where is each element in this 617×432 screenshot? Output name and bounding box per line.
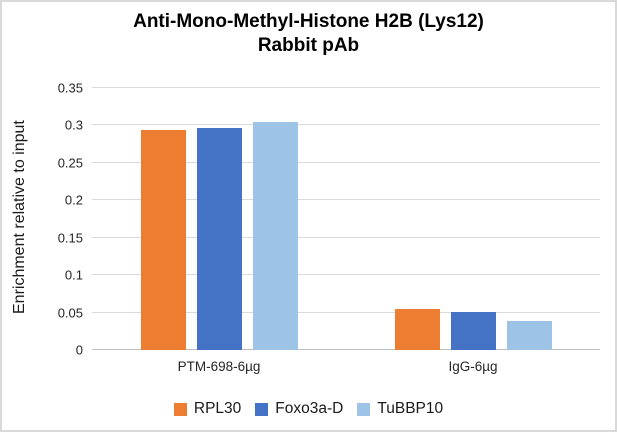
y-axis-title: Enrichment relative to input <box>11 120 28 314</box>
bar-TuBBP10-PTM-698-6µg <box>252 121 298 350</box>
legend-label: Foxo3a-D <box>275 400 344 417</box>
gridline <box>92 274 600 276</box>
legend-item-RPL30: RPL30 <box>173 400 242 418</box>
y-tick-label: 0 <box>75 342 83 358</box>
category-label: PTM-698-6µg <box>177 359 261 374</box>
legend-label: TuBBP10 <box>377 400 444 417</box>
bar-Foxo3a-D-IgG-6µg <box>450 311 496 350</box>
bar-RPL30-IgG-6µg <box>394 308 440 350</box>
bar-RPL30-PTM-698-6µg <box>140 129 186 350</box>
gridline <box>92 311 600 313</box>
y-tick-label: 0.15 <box>57 230 83 246</box>
legend-swatch-icon <box>173 402 187 416</box>
gridline <box>92 161 600 163</box>
bar-TuBBP10-IgG-6µg <box>506 320 552 350</box>
legend: RPL30 Foxo3a-D TuBBP10 <box>2 400 615 418</box>
gridline <box>92 87 600 88</box>
bar-Foxo3a-D-PTM-698-6µg <box>196 127 242 350</box>
category-label: IgG-6µg <box>448 359 498 374</box>
y-tick-label: 0.1 <box>64 267 83 283</box>
x-axis-line <box>92 349 600 350</box>
y-tick-label: 0.25 <box>57 155 83 171</box>
y-tick-label: 0.05 <box>57 305 83 321</box>
legend-swatch-icon <box>357 402 371 416</box>
chart-title: Anti-Mono-Methyl-Histone H2B (Lys12) Rab… <box>2 10 615 58</box>
legend-label: RPL30 <box>193 400 242 417</box>
plot-area: 0.35 0.3 0.25 0.2 0.15 0.1 0.05 0 PTM-698-6µg IgG… <box>58 81 600 374</box>
y-tick-label: 0.2 <box>64 192 83 208</box>
chart-title-line2: Rabbit pAb <box>257 35 360 56</box>
y-tick-label: 0.35 <box>57 80 83 96</box>
legend-item-TuBBP10: TuBBP10 <box>357 400 443 418</box>
gridline <box>92 236 600 238</box>
chart-title-line1: Anti-Mono-Methyl-Histone H2B (Lys12) <box>133 11 484 32</box>
legend-item-Foxo3a-D: Foxo3a-D <box>255 400 343 418</box>
legend-swatch-icon <box>255 402 269 416</box>
gridline <box>92 199 600 201</box>
gridline <box>92 124 600 126</box>
y-tick-label: 0.3 <box>64 117 83 133</box>
